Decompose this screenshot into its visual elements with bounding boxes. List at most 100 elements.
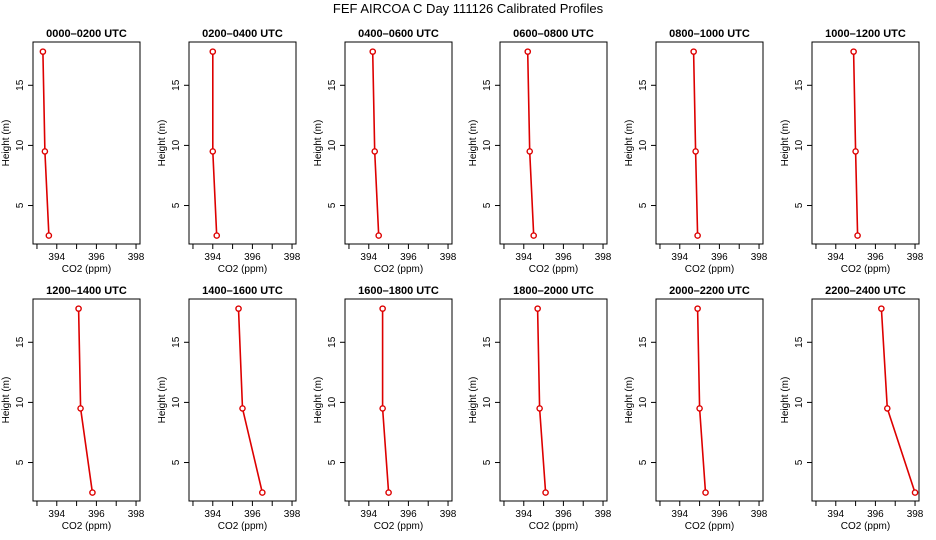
- x-tick-label: 394: [48, 252, 65, 263]
- y-tick-label: 15: [171, 336, 182, 348]
- panel-title: 2000–2200 UTC: [669, 285, 750, 297]
- x-tick-label: 394: [827, 252, 844, 263]
- y-axis-label: Height (m): [157, 377, 168, 424]
- x-axis-label: CO2 (ppm): [841, 264, 890, 275]
- panel-title: 1600–1800 UTC: [358, 285, 439, 297]
- x-tick-label: 396: [244, 252, 261, 263]
- y-tick-label: 5: [794, 459, 805, 465]
- x-tick-label: 398: [284, 252, 301, 263]
- y-tick-label: 15: [15, 336, 26, 348]
- profile-panel: 0600–0800 UTC 394 396 398 5 10 15 CO2 (ppm) Heig…: [468, 28, 612, 275]
- y-tick-label: 10: [327, 396, 338, 408]
- x-axis-label: CO2 (ppm): [62, 521, 111, 532]
- profile-point: [850, 48, 857, 55]
- profile-point: [530, 232, 537, 239]
- profile-line: [526, 51, 535, 236]
- x-tick-label: 394: [671, 509, 688, 520]
- profile-point: [524, 48, 532, 55]
- profile-line: [77, 308, 94, 493]
- y-axis-label: Height (m): [313, 377, 324, 424]
- panel-title: 1400–1600 UTC: [202, 285, 283, 297]
- profile-point: [371, 148, 379, 155]
- profile-point: [385, 489, 392, 496]
- figure-title: FEF AIRCOA C Day 111126 Calibrated Profi…: [333, 1, 604, 16]
- y-axis-label: Height (m): [468, 377, 479, 424]
- x-tick-label: 398: [595, 252, 612, 263]
- y-tick-label: 5: [482, 202, 493, 208]
- profile-point: [45, 232, 53, 239]
- plot-frame: [655, 41, 764, 245]
- x-tick-label: 396: [244, 509, 261, 520]
- y-tick-label: 15: [15, 79, 26, 91]
- x-tick-label: 396: [400, 509, 417, 520]
- plot-frame: [344, 41, 453, 245]
- y-tick-label: 10: [327, 139, 338, 151]
- x-axis-label: CO2 (ppm): [841, 521, 890, 532]
- plot-frame: [811, 41, 920, 245]
- x-tick-label: 394: [204, 252, 221, 263]
- x-tick-label: 398: [440, 509, 457, 520]
- x-tick-label: 396: [555, 252, 572, 263]
- profile-point: [41, 148, 49, 155]
- y-tick-label: 5: [327, 459, 338, 465]
- y-tick-label: 5: [327, 202, 338, 208]
- profile-point: [379, 305, 386, 312]
- plot-frame: [811, 298, 920, 502]
- profile-point: [375, 232, 382, 239]
- profile-line: [371, 51, 380, 236]
- x-tick-label: 398: [907, 509, 924, 520]
- panel-title: 1800–2000 UTC: [513, 285, 594, 297]
- x-tick-label: 394: [827, 509, 844, 520]
- y-axis-label: Height (m): [313, 120, 324, 167]
- x-tick-label: 396: [400, 252, 417, 263]
- profile-line: [696, 308, 707, 493]
- y-axis-label: Height (m): [780, 377, 791, 424]
- x-tick-label: 394: [360, 509, 377, 520]
- x-tick-label: 394: [48, 509, 65, 520]
- y-tick-label: 10: [171, 396, 182, 408]
- profile-point: [259, 489, 266, 496]
- plot-frame: [499, 41, 608, 245]
- y-tick-label: 10: [171, 139, 182, 151]
- x-axis-label: CO2 (ppm): [374, 264, 423, 275]
- x-tick-label: 398: [128, 509, 145, 520]
- profile-point: [690, 48, 697, 55]
- x-tick-label: 396: [711, 509, 728, 520]
- x-tick-label: 398: [907, 252, 924, 263]
- x-tick-label: 398: [595, 509, 612, 520]
- plot-frame: [499, 298, 608, 502]
- y-tick-label: 15: [171, 79, 182, 91]
- x-axis-label: CO2 (ppm): [374, 521, 423, 532]
- panel-title: 1200–1400 UTC: [46, 285, 127, 297]
- profile-panel: 0800–1000 UTC 394 396 398 5 10 15 CO2 (ppm) Heig…: [624, 28, 768, 275]
- profile-point: [77, 405, 84, 412]
- x-tick-label: 394: [360, 252, 377, 263]
- y-tick-label: 5: [15, 202, 26, 208]
- x-tick-label: 396: [867, 252, 884, 263]
- profile-line: [237, 308, 264, 493]
- profile-panel: 2000–2200 UTC 394 396 398 5 10 15 CO2 (ppm) Heig…: [624, 285, 768, 532]
- x-tick-label: 396: [867, 509, 884, 520]
- panel-title: 0000–0200 UTC: [46, 28, 127, 40]
- y-tick-label: 5: [482, 459, 493, 465]
- profile-point: [235, 305, 242, 312]
- plot-frame: [655, 298, 764, 502]
- x-tick-label: 398: [751, 509, 768, 520]
- y-tick-label: 5: [638, 202, 649, 208]
- profile-point: [369, 48, 377, 55]
- plot-frame: [188, 298, 297, 502]
- panel-title: 0200–0400 UTC: [202, 28, 283, 40]
- y-tick-label: 10: [482, 396, 493, 408]
- x-tick-label: 398: [128, 252, 145, 263]
- profile-point: [694, 232, 701, 239]
- y-tick-label: 10: [638, 396, 649, 408]
- y-tick-label: 10: [482, 139, 493, 151]
- y-tick-label: 10: [638, 139, 649, 151]
- y-tick-label: 15: [327, 336, 338, 348]
- panel-title: 0600–0800 UTC: [513, 28, 594, 40]
- y-axis-label: Height (m): [780, 120, 791, 167]
- profile-line: [880, 308, 916, 493]
- x-axis-label: CO2 (ppm): [218, 521, 267, 532]
- profile-line: [212, 51, 218, 236]
